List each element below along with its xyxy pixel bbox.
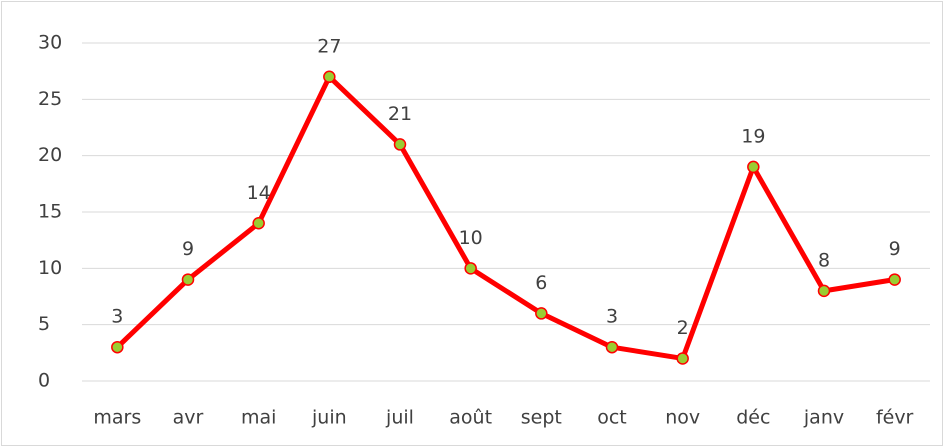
x-tick-label: oct — [597, 407, 627, 429]
data-point — [181, 273, 195, 286]
data-label: 8 — [818, 249, 830, 271]
x-tick-label: sept — [521, 407, 562, 429]
data-point — [888, 273, 901, 286]
x-tick-label: juil — [385, 407, 414, 429]
y-tick-label: 10 — [38, 257, 62, 279]
y-tick-label: 30 — [38, 32, 62, 54]
x-tick-label: févr — [876, 407, 914, 429]
x-tick-label: déc — [736, 407, 770, 429]
y-tick-label: 25 — [38, 88, 62, 110]
y-tick-label: 15 — [38, 201, 62, 223]
data-point — [111, 340, 124, 354]
data-point — [747, 160, 760, 174]
data-point — [817, 284, 831, 298]
data-label: 19 — [741, 125, 765, 147]
y-tick-label: 0 — [38, 370, 50, 392]
x-tick-label: nov — [665, 407, 700, 429]
data-label: 10 — [459, 227, 483, 249]
data-label: 9 — [889, 238, 901, 260]
data-label: 27 — [317, 35, 341, 57]
data-point — [676, 352, 689, 365]
data-label: 9 — [182, 238, 194, 260]
x-tick-label: août — [449, 407, 492, 429]
data-label: 2 — [677, 317, 689, 339]
data-point — [605, 340, 619, 354]
data-point — [323, 70, 336, 84]
data-label: 3 — [111, 306, 123, 328]
data-point — [393, 138, 407, 151]
data-point — [535, 307, 548, 320]
data-label: 3 — [606, 306, 618, 328]
data-label: 6 — [535, 272, 547, 294]
data-label: 14 — [247, 182, 271, 204]
x-tick-label: janv — [803, 407, 844, 429]
x-tick-label: avr — [173, 407, 204, 429]
x-tick-label: juin — [311, 407, 347, 429]
data-point — [464, 262, 477, 275]
data-point — [252, 217, 265, 230]
data-label: 21 — [388, 103, 412, 125]
x-tick-label: mai — [241, 407, 276, 429]
y-tick-label: 20 — [38, 144, 62, 166]
data-line — [115, 74, 896, 361]
y-tick-label: 5 — [38, 313, 50, 335]
x-tick-label: mars — [93, 407, 141, 429]
